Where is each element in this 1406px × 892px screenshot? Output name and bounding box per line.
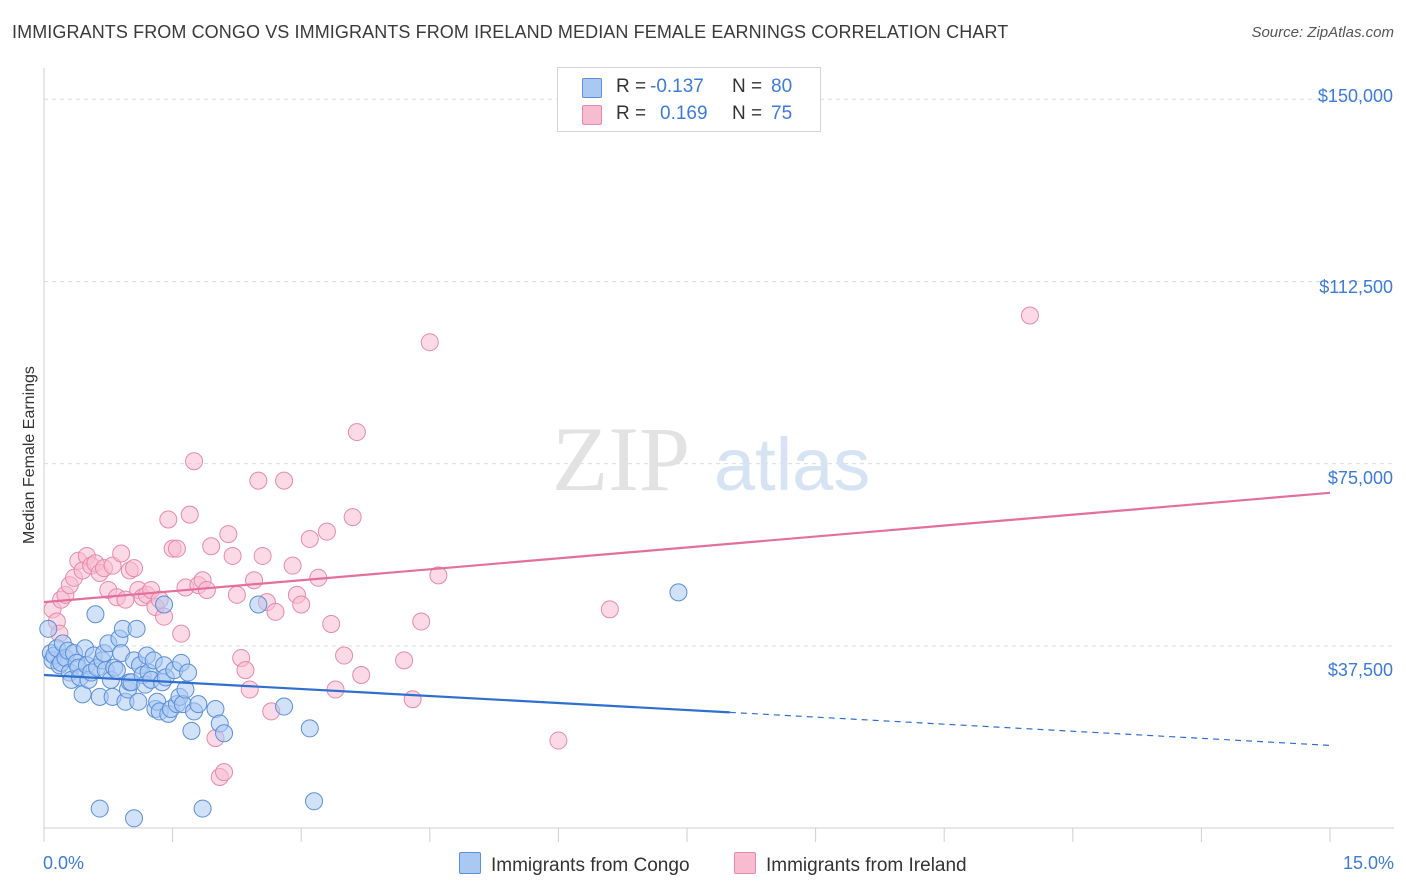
n-label: N = (732, 103, 763, 124)
r-value: 0.169 (660, 103, 708, 124)
ireland-point (352, 665, 371, 684)
ireland-point (219, 525, 238, 544)
ireland-point (236, 661, 255, 680)
ireland-point (412, 612, 431, 631)
congo-trend-extension (729, 711, 1331, 747)
ireland-trend-line (43, 491, 1331, 604)
congo-point (275, 697, 294, 716)
y-tick-label: $150,000 (1317, 86, 1393, 106)
gridlines (44, 98, 1394, 647)
ireland-point (112, 544, 131, 563)
ireland-point (167, 539, 186, 558)
congo-points (39, 583, 688, 828)
ireland-point (395, 651, 414, 670)
congo-point (90, 799, 109, 818)
ireland-point (172, 624, 191, 643)
ireland-point (185, 452, 204, 471)
congo-point (125, 809, 144, 828)
ireland-point (240, 680, 259, 699)
ireland-point (245, 571, 264, 590)
ireland-point (549, 731, 568, 750)
ireland-point (317, 522, 336, 541)
ireland-point (283, 556, 302, 575)
n-label: N = (732, 76, 763, 97)
ireland-swatch (582, 105, 602, 125)
congo-point (182, 721, 201, 740)
congo-legend-swatch (459, 852, 481, 874)
ireland-point (227, 585, 246, 604)
ireland-point (159, 510, 178, 529)
congo-point (215, 724, 234, 743)
ireland-point (125, 559, 144, 578)
ireland-point (1020, 306, 1039, 325)
congo-point (189, 695, 208, 714)
source-label: Source: ZipAtlas.com (1251, 24, 1394, 41)
congo-point (193, 799, 212, 818)
congo-point (86, 605, 105, 624)
congo-legend-label: Immigrants from Congo (491, 855, 690, 876)
congo-point (179, 663, 198, 682)
ireland-point (202, 537, 221, 556)
watermark-atlas: atlas (714, 423, 870, 506)
ireland-point (420, 333, 439, 352)
stats-legend: R = -0.137 N = 80 R = 0.169 N = 75 (557, 67, 821, 132)
ireland-point (249, 471, 268, 490)
n-value: 75 (771, 103, 793, 124)
congo-point (39, 619, 58, 638)
trend-lines (43, 491, 1331, 747)
ireland-point (266, 602, 285, 621)
ireland-point (600, 600, 619, 619)
ireland-point (180, 505, 199, 524)
watermark-zip: ZIP (552, 408, 690, 510)
r-label: R = (616, 76, 647, 97)
ireland-point (197, 580, 216, 599)
ireland-point (347, 423, 366, 442)
ireland-point (300, 529, 319, 548)
x-tick-label-min: 0.0% (43, 853, 85, 873)
ireland-point (292, 595, 311, 614)
x-tick-label-max: 15.0% (1342, 853, 1394, 873)
ireland-legend-label: Immigrants from Ireland (766, 855, 967, 876)
congo-point (127, 619, 146, 638)
ireland-point (223, 546, 242, 565)
congo-point (305, 792, 324, 811)
y-tick-label: $37,500 (1327, 660, 1393, 680)
n-value: 80 (771, 76, 793, 97)
congo-trend-line (43, 673, 730, 714)
congo-swatch (582, 78, 602, 98)
ireland-point (253, 546, 272, 565)
legend-item-congo: Immigrants from Congo (459, 852, 690, 877)
ireland-legend-swatch (734, 852, 756, 874)
chart-title: IMMIGRANTS FROM CONGO VS IMMIGRANTS FROM… (12, 22, 1009, 42)
axes (43, 68, 1394, 842)
congo-point (669, 583, 688, 602)
ireland-points (43, 306, 1039, 786)
ireland-point (403, 690, 422, 709)
ireland-point (429, 566, 448, 585)
congo-point (107, 661, 126, 680)
legend-item-ireland: Immigrants from Ireland (734, 852, 967, 877)
r-label: R = (616, 103, 647, 124)
y-tick-label: $75,000 (1327, 468, 1393, 488)
congo-point (249, 595, 268, 614)
ireland-point (215, 763, 234, 782)
ireland-point (103, 556, 122, 575)
ireland-point (335, 646, 354, 665)
ireland-point (343, 508, 362, 527)
congo-point (300, 719, 319, 738)
ireland-point (275, 471, 294, 490)
r-value: -0.137 (650, 76, 704, 97)
congo-point (155, 595, 174, 614)
congo-point (129, 692, 148, 711)
ireland-point (322, 614, 341, 633)
y-tick-label: $112,500 (1319, 277, 1393, 297)
